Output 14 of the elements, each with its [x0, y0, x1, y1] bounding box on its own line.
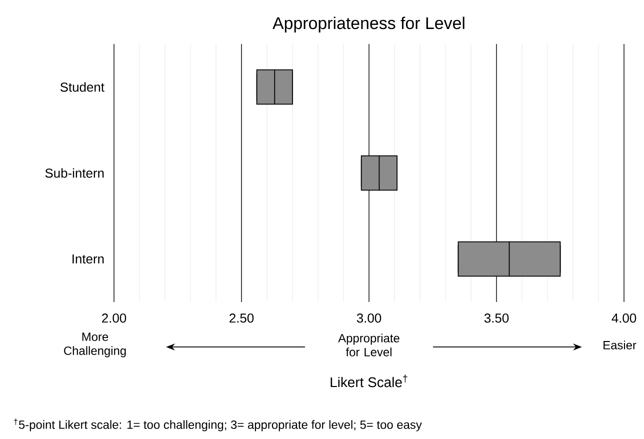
text: $^{†}$5-point Likert scale: 1= too challenging; 3= appropriate for level; 5= too easy	[14, 418, 422, 432]
text: Appropriate for Level	[338, 334, 400, 356]
y-tick-label: Intern	[72, 254, 104, 264]
text: More Challenging	[64, 332, 126, 358]
x-tick-label: 3.50	[484, 314, 509, 323]
x-tick-label: 4.00	[612, 314, 636, 323]
x-tick-label: 2.50	[230, 314, 254, 323]
y-tick-label: Sub-intern	[45, 168, 104, 178]
chart-title: Appropriateness for Level	[272, 16, 464, 32]
y-tick-label: Student	[60, 82, 104, 92]
x-axis-title: Likert Scale$^{†}$	[330, 374, 408, 388]
x-tick-label: 2.00	[102, 314, 126, 323]
text: Easier	[604, 340, 636, 350]
x-tick-label: 3.00	[356, 314, 382, 323]
